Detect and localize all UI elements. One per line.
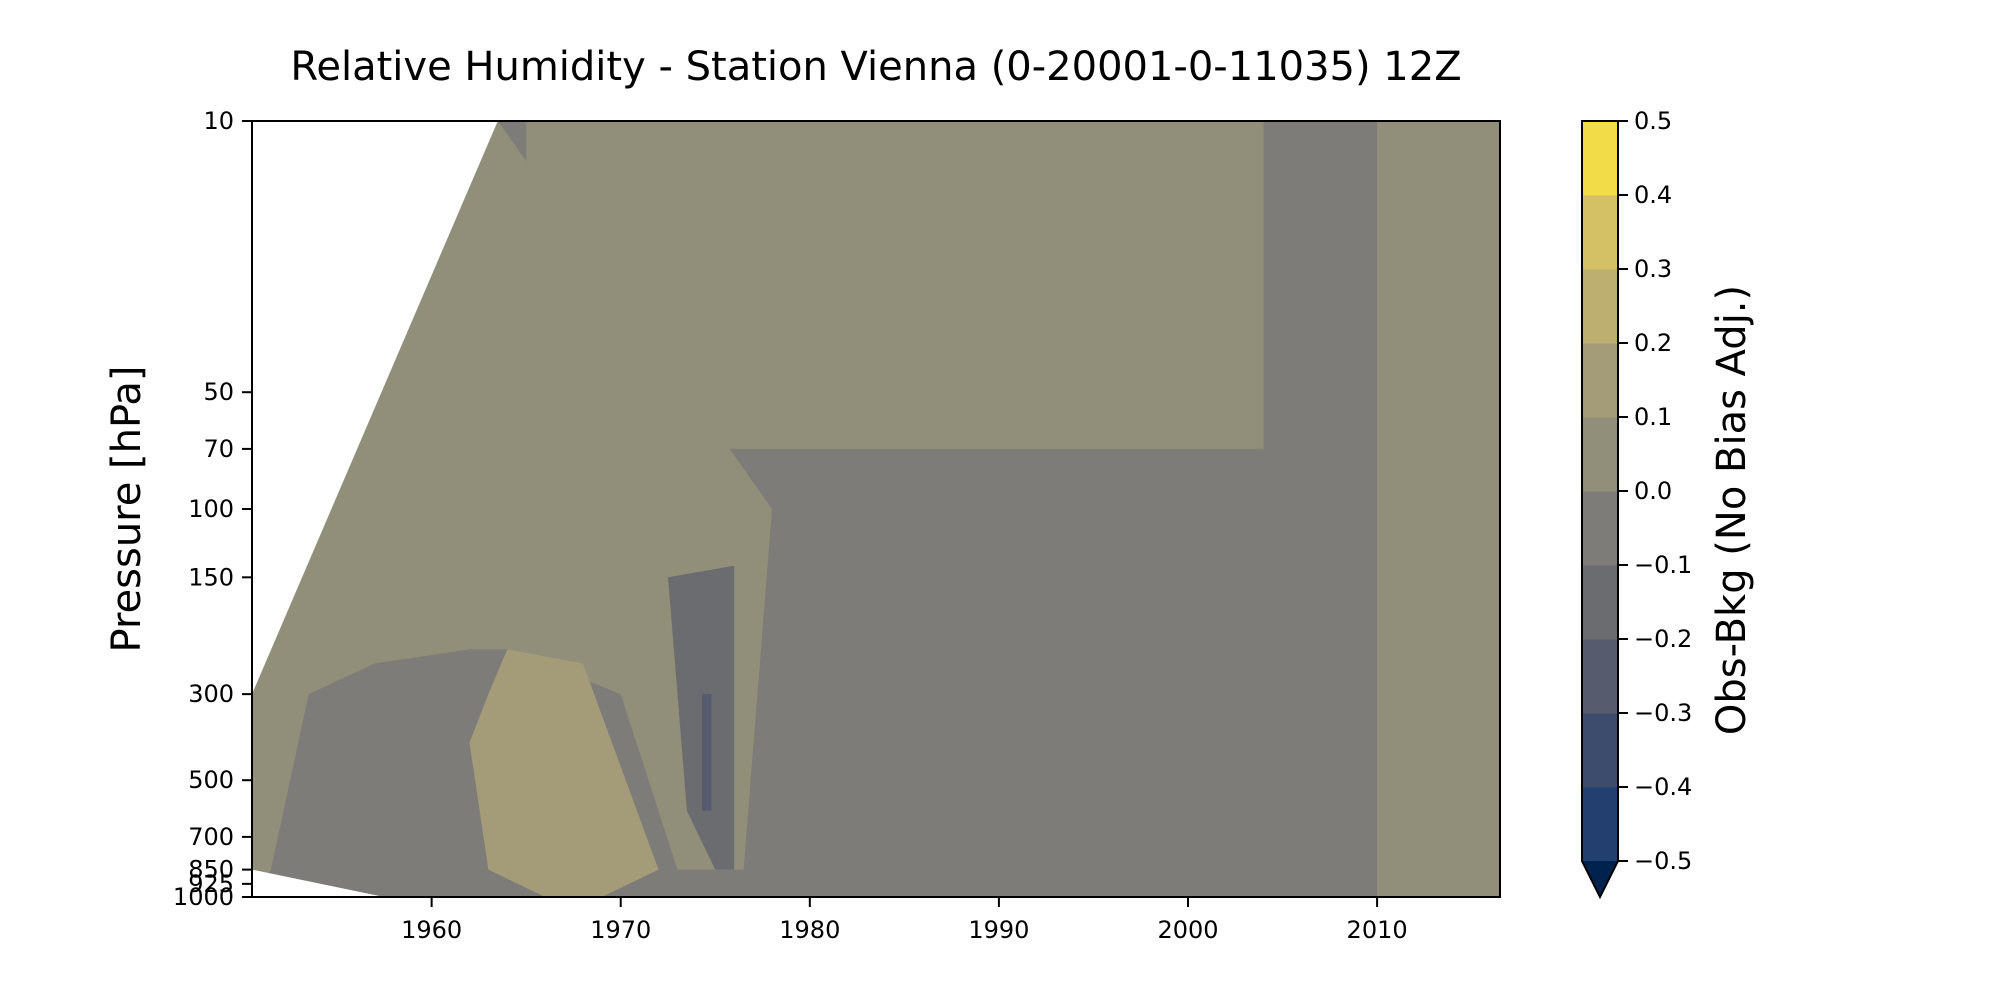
x-tick-label: 1970 [590,916,651,944]
heatmap-region-4 [1377,121,1500,897]
x-tick-label: 1980 [779,916,840,944]
colorbar-segment [1582,195,1618,270]
colorbar-segment [1582,417,1618,492]
colorbar-segment [1582,269,1618,344]
colorbar-tick-label: −0.2 [1634,625,1692,653]
y-tick-label: 1000 [173,883,234,911]
y-axis-title: Pressure [hPa] [104,366,150,653]
plot-area [252,121,1500,897]
y-tick-label: 850 [188,856,234,884]
x-tick-label: 2000 [1157,916,1218,944]
heatmap-region-6 [702,694,712,811]
chart-title: Relative Humidity - Station Vienna (0-20… [290,44,1461,90]
y-tick-label: 925 [188,870,234,898]
colorbar-segment [1582,787,1618,862]
colorbar-label: Obs-Bkg (No Bias Adj.) [1709,285,1755,735]
y-tick-label: 50 [203,378,234,406]
colorbar-segment [1582,343,1618,418]
x-axis: 1960 1970 1980 1990 2000 2010 [401,897,1408,944]
colorbar-tick-label: 0.1 [1634,403,1672,431]
heatmap-region-2 [469,649,659,897]
colorbar-frame [1581,120,1619,900]
y-tick-label: 700 [188,823,234,851]
x-tick-label: 1960 [401,916,462,944]
colorbar-extend-min [1582,861,1618,897]
heatmap-region-1 [252,121,772,897]
heatmap-region-3 [526,121,1264,449]
colorbar-tick-label: −0.4 [1634,773,1692,801]
y-tick-label: 300 [188,680,234,708]
heatmap-region-5 [668,565,735,870]
colorbar-segment [1582,491,1618,566]
y-tick-label: 100 [188,495,234,523]
colorbar-tick-label: 0.3 [1634,255,1672,283]
colorbar-tick-label: 0.0 [1634,477,1672,505]
y-tick-label: 10 [203,107,234,135]
y-tick-label: 70 [203,435,234,463]
colorbar: −0.5 −0.4 −0.3 −0.2 −0.1 0.0 0.1 0.2 0.3 0.4 0.5 [1581,107,1692,900]
y-tick-label: 500 [188,766,234,794]
colorbar-tick-label: 0.2 [1634,329,1672,357]
colorbar-tick-label: −0.1 [1634,551,1692,579]
colorbar-segment [1582,639,1618,714]
no-data-region-bottom [252,869,385,897]
colorbar-tick-label: 0.4 [1634,181,1672,209]
colorbar-segment [1582,121,1618,196]
colorbar-tick-label: −0.3 [1634,699,1692,727]
y-tick-label: 150 [188,563,234,591]
colorbar-tick-label: 0.5 [1634,107,1672,135]
x-tick-label: 2010 [1347,916,1408,944]
no-data-region-top [252,121,498,695]
colorbar-segment [1582,713,1618,788]
colorbar-tick-label: −0.5 [1634,847,1692,875]
x-tick-label: 1990 [968,916,1029,944]
colorbar-segment [1582,565,1618,640]
